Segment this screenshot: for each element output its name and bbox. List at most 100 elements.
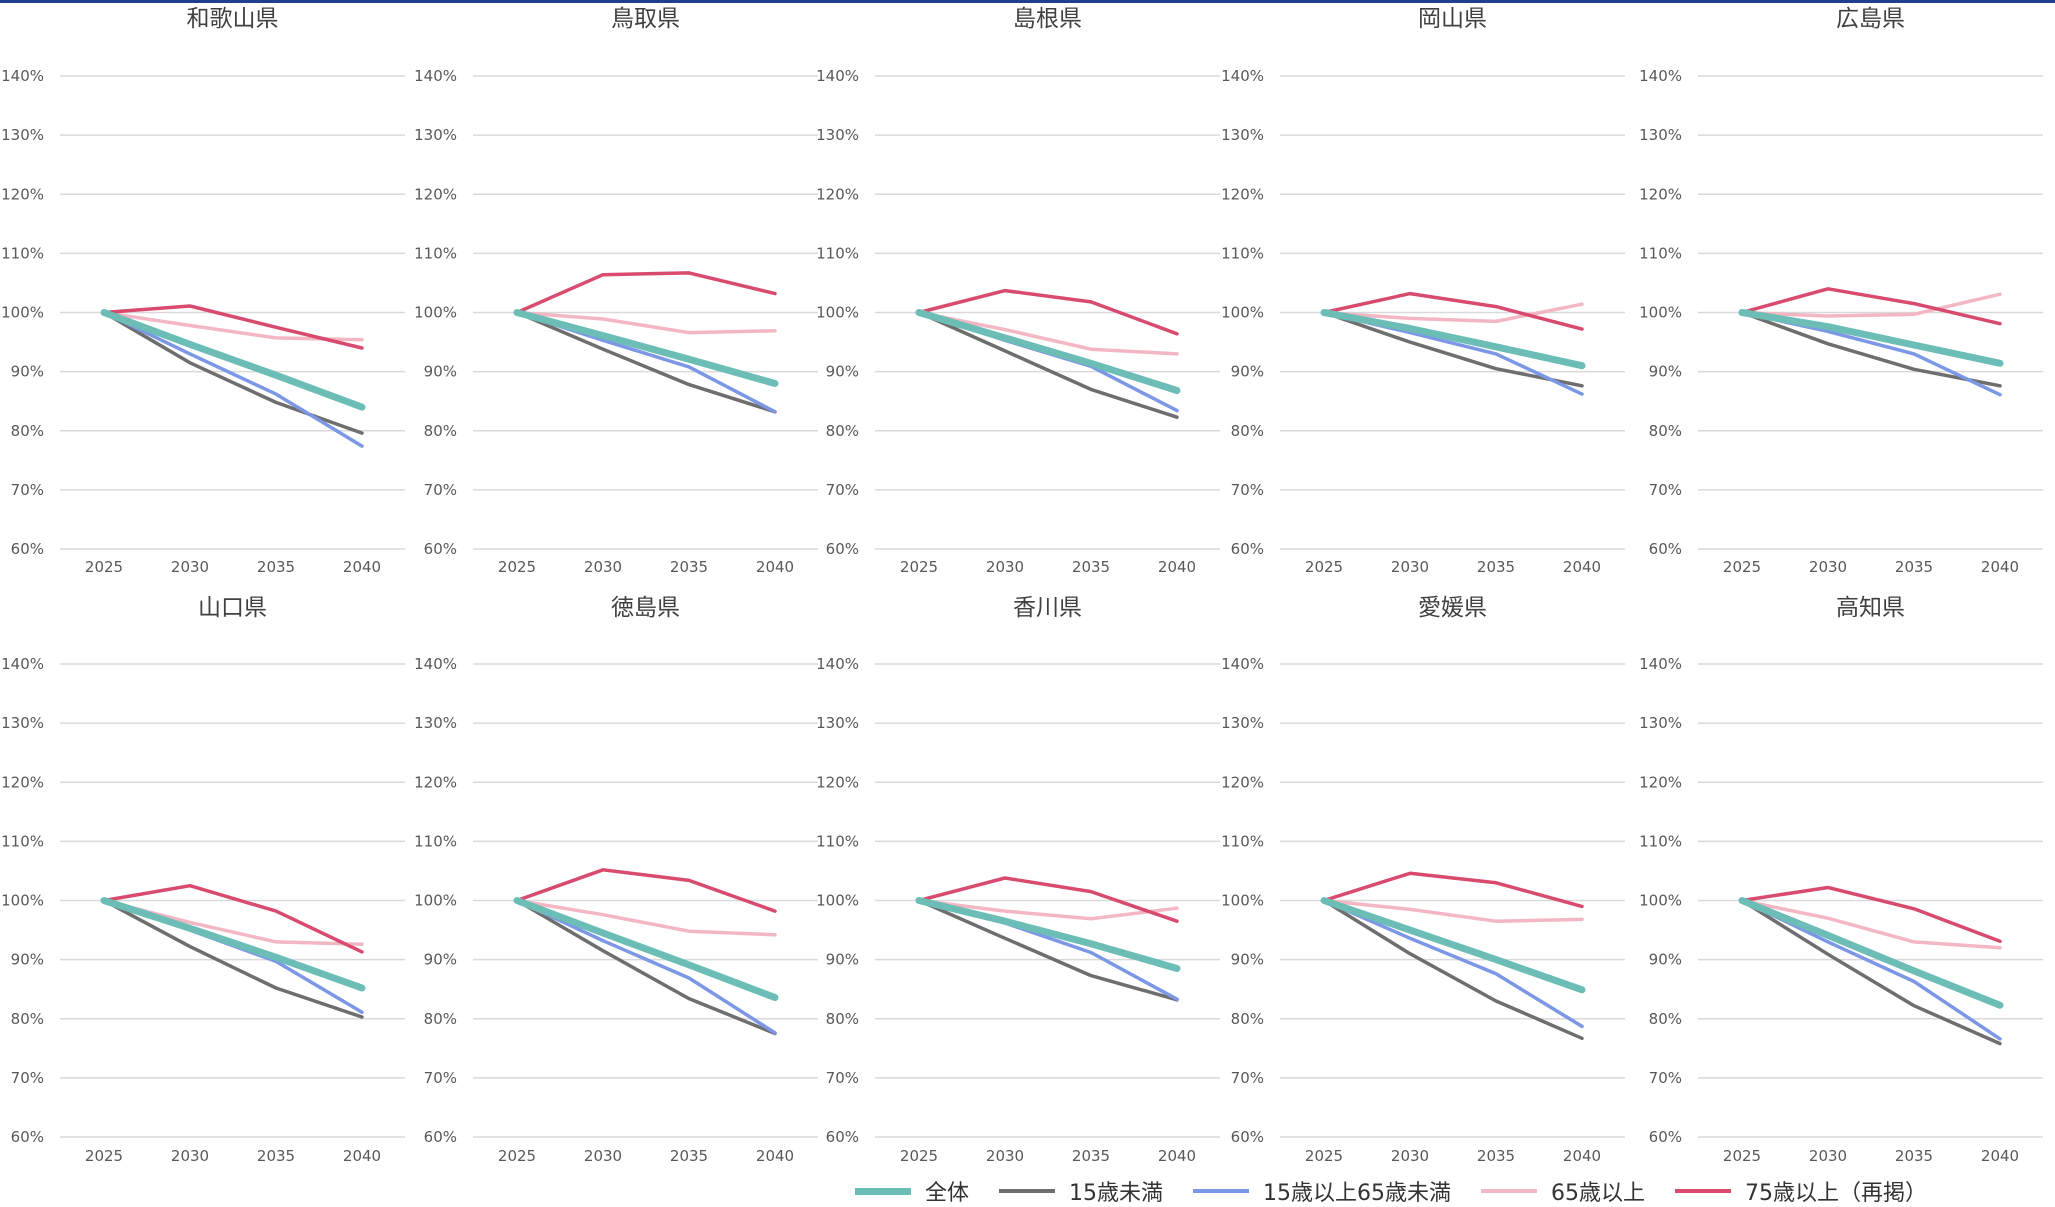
y-tick-label: 60% — [1231, 1128, 1264, 1146]
y-tick-label: 70% — [424, 481, 457, 499]
y-tick-label: 80% — [11, 422, 44, 440]
series-line-under15 — [917, 310, 1179, 419]
y-tick-label: 120% — [1, 773, 44, 791]
legend-label: 75歳以上（再掲） — [1745, 1181, 1928, 1206]
y-tick-label: 70% — [424, 1069, 457, 1087]
y-tick-label: 120% — [1221, 185, 1264, 203]
y-tick-label: 70% — [11, 481, 44, 499]
y-tick-label: 110% — [816, 832, 859, 850]
x-tick-label: 2040 — [343, 1147, 381, 1165]
chart-title: 徳島県 — [611, 595, 680, 621]
series-line-under15 — [515, 310, 777, 414]
y-tick-label: 140% — [1639, 655, 1682, 673]
y-tick-label: 110% — [1639, 832, 1682, 850]
x-tick-label: 2040 — [1563, 1147, 1601, 1165]
x-tick-label: 2025 — [1305, 558, 1343, 576]
y-tick-label: 110% — [414, 244, 457, 262]
x-tick-label: 2040 — [1981, 558, 2019, 576]
y-tick-label: 90% — [11, 951, 44, 969]
series-line-total — [100, 309, 366, 411]
y-tick-label: 60% — [11, 540, 44, 558]
series-line-total — [915, 309, 1181, 394]
y-tick-label: 120% — [1639, 773, 1682, 791]
legend: 全体 15歳未満 15歳以上65歳未満 65歳以上 75歳以上（再掲） — [855, 1176, 1957, 1206]
y-tick-label: 90% — [1649, 951, 1682, 969]
legend-label: 15歳以上65歳未満 — [1263, 1181, 1452, 1206]
y-tick-label: 110% — [1, 832, 44, 850]
x-tick-label: 2035 — [1477, 1147, 1515, 1165]
y-tick-label: 90% — [1649, 363, 1682, 381]
x-tick-label: 2040 — [756, 558, 794, 576]
y-tick-label: 100% — [414, 892, 457, 910]
y-tick-label: 120% — [414, 773, 457, 791]
y-tick-label: 90% — [424, 951, 457, 969]
legend-label: 15歳未満 — [1069, 1181, 1164, 1206]
series-line-age15_64 — [102, 898, 364, 1014]
x-tick-label: 2030 — [1809, 558, 1847, 576]
legend-swatch-age15_64 — [1193, 1189, 1250, 1193]
y-tick-label: 140% — [1, 67, 44, 85]
y-tick-label: 90% — [826, 363, 859, 381]
y-tick-label: 140% — [414, 67, 457, 85]
chart-panel: 60% 70% 80% 90% 100% 110% 120% 130% 140% 2025 2030… — [1639, 6, 2043, 576]
y-tick-label: 130% — [1, 126, 44, 144]
series-line-under15 — [917, 898, 1179, 1002]
y-tick-label: 60% — [424, 1128, 457, 1146]
chart-title: 高知県 — [1836, 595, 1905, 621]
x-tick-label: 2025 — [498, 558, 536, 576]
y-tick-label: 60% — [1649, 1128, 1682, 1146]
series-line-age65plus — [515, 898, 777, 937]
series-line-total — [513, 897, 779, 1001]
series-line-total — [1320, 897, 1586, 994]
series-line-age75plus — [102, 304, 364, 350]
legend-swatch-total — [855, 1187, 911, 1195]
series-line-age75plus — [1740, 885, 2002, 944]
chart-title: 岡山県 — [1418, 6, 1487, 32]
y-tick-label: 80% — [1649, 422, 1682, 440]
x-tick-label: 2035 — [670, 1147, 708, 1165]
series-line-under15 — [1740, 898, 2002, 1046]
y-tick-label: 100% — [414, 304, 457, 322]
y-tick-label: 100% — [1639, 892, 1682, 910]
legend-label: 65歳以上 — [1551, 1181, 1646, 1206]
y-tick-label: 140% — [1221, 67, 1264, 85]
series-line-age65plus — [917, 310, 1179, 356]
series-line-age75plus — [102, 883, 364, 954]
y-tick-label: 80% — [11, 1010, 44, 1028]
y-tick-label: 130% — [1639, 714, 1682, 732]
y-tick-label: 60% — [424, 540, 457, 558]
y-tick-label: 60% — [11, 1128, 44, 1146]
x-tick-label: 2030 — [986, 558, 1024, 576]
series-line-age65plus — [515, 310, 777, 335]
legend-swatch-age65plus — [1481, 1189, 1538, 1193]
y-tick-label: 110% — [414, 832, 457, 850]
x-tick-label: 2040 — [1158, 1147, 1196, 1165]
chart-title: 愛媛県 — [1418, 595, 1487, 621]
series-line-age15_64 — [1322, 898, 1584, 1029]
series-line-age65plus — [1322, 898, 1584, 923]
y-tick-label: 100% — [816, 304, 859, 322]
y-tick-label: 80% — [1231, 1010, 1264, 1028]
series-line-age75plus — [917, 288, 1179, 336]
y-tick-label: 130% — [1221, 126, 1264, 144]
series-line-under15 — [102, 310, 364, 435]
chart-title: 島根県 — [1013, 6, 1082, 32]
y-tick-label: 80% — [1649, 1010, 1682, 1028]
legend-item-total: 全体 — [855, 1175, 969, 1207]
x-tick-label: 2030 — [1809, 1147, 1847, 1165]
series-line-under15 — [102, 898, 364, 1019]
chart-panel: 60% 70% 80% 90% 100% 110% 120% 130% 140% 2025 2030… — [414, 595, 818, 1165]
series-line-age65plus — [1740, 292, 2002, 318]
chart-title: 山口県 — [198, 595, 267, 621]
x-tick-label: 2040 — [343, 558, 381, 576]
series-line-age65plus — [1740, 898, 2002, 950]
y-tick-label: 130% — [816, 714, 859, 732]
x-tick-label: 2030 — [1391, 1147, 1429, 1165]
series-line-age15_64 — [515, 898, 777, 1035]
series-line-total — [915, 897, 1181, 972]
y-tick-label: 110% — [816, 244, 859, 262]
y-tick-label: 70% — [826, 481, 859, 499]
top-rule — [0, 0, 2055, 3]
chart-title: 香川県 — [1013, 595, 1082, 621]
